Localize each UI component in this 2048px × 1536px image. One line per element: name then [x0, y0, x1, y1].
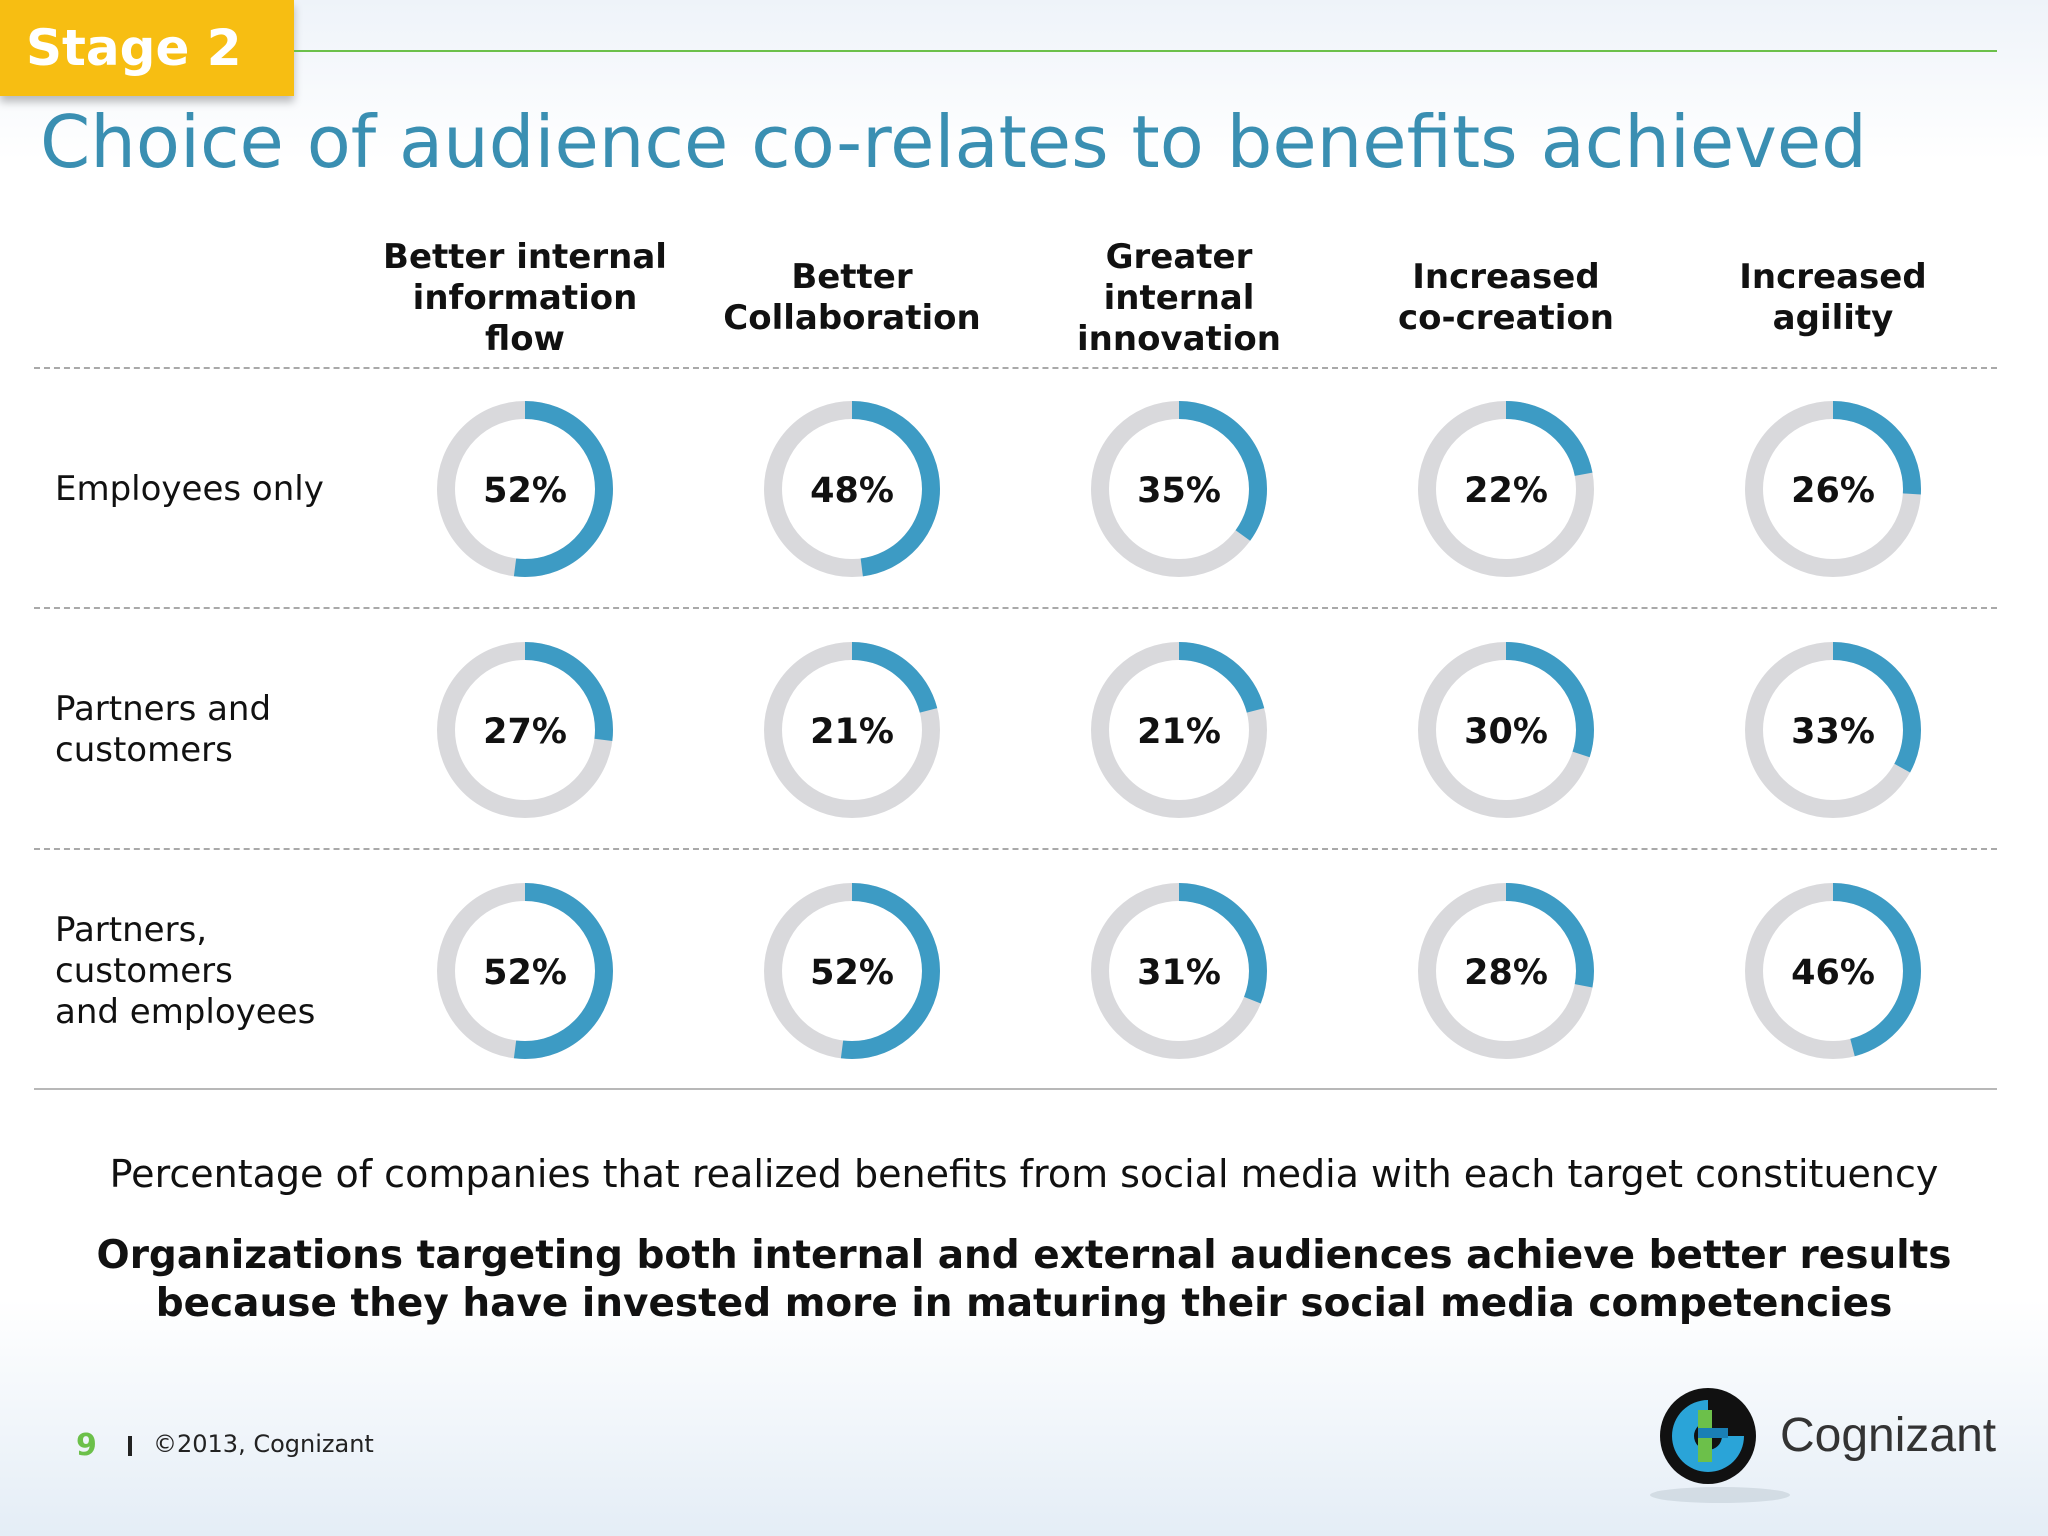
donut-value-label: 31% [1137, 953, 1221, 993]
donut-chart-grid: 52% 48% 35% 22% 26% 27% 21% 21% 30% 33% 52% 52% 31% 2… [437, 401, 1921, 1059]
footer-separator [128, 1436, 132, 1456]
donut-value-arc [1418, 401, 1594, 577]
donut-value-label: 28% [1464, 953, 1548, 993]
donut-value-label: 21% [810, 712, 894, 752]
donut-value-label: 52% [483, 953, 567, 993]
donut-value-arc [764, 883, 940, 1059]
row-divider [34, 848, 1997, 850]
row-divider [34, 607, 1997, 609]
donut-value-label: 52% [483, 471, 567, 511]
donut: 35% [1091, 401, 1267, 577]
donut-value-label: 30% [1464, 712, 1548, 752]
donut: 21% [1091, 642, 1267, 818]
row-label: Partners and customers [55, 689, 272, 770]
donut-value-label: 48% [810, 471, 894, 511]
donut: 48% [764, 401, 940, 577]
donut: 21% [764, 642, 940, 818]
donut-value-arc [1418, 883, 1594, 1059]
column-header: Greater internal innovation [1077, 236, 1281, 359]
column-header: Increased agility [1739, 257, 1927, 338]
donut-value-arc [437, 883, 613, 1059]
donut-value-arc [1418, 642, 1594, 818]
donut-value-label: 22% [1464, 471, 1548, 511]
logo-text: Cognizant [1780, 1409, 1997, 1462]
donut-value-label: 35% [1137, 471, 1221, 511]
row-label: Employees only [55, 468, 324, 509]
donut-value-arc [1745, 642, 1921, 818]
donut-value-label: 21% [1137, 712, 1221, 752]
donut-value-arc [437, 642, 613, 818]
page-number: 9 [76, 1428, 97, 1463]
donut-value-arc [764, 642, 940, 818]
donut-value-label: 52% [810, 953, 894, 993]
donut: 30% [1418, 642, 1594, 818]
row-divider [34, 367, 1997, 369]
donut: 31% [1091, 883, 1267, 1059]
stage-label: Stage 2 [26, 19, 242, 77]
donut-value-label: 26% [1791, 471, 1875, 511]
donut: 28% [1418, 883, 1594, 1059]
column-header: Better internal information flow [383, 236, 667, 359]
row-label: Partners, customers and employees [55, 909, 316, 1032]
table-bottom-rule [34, 1088, 1997, 1090]
donut-value-label: 46% [1791, 953, 1875, 993]
cognizant-logo [1650, 1388, 1790, 1503]
donut-value-label: 33% [1791, 712, 1875, 752]
donut: 33% [1745, 642, 1921, 818]
column-header: Increased co-creation [1397, 257, 1615, 338]
donut-value-arc [1091, 642, 1267, 818]
donut: 27% [437, 642, 613, 818]
donut: 22% [1418, 401, 1594, 577]
donut-value-arc [1745, 401, 1921, 577]
donut: 26% [1745, 401, 1921, 577]
donut-value-arc [1091, 883, 1267, 1059]
chart-caption: Percentage of companies that realized be… [109, 1152, 1939, 1196]
donut-value-label: 27% [483, 712, 567, 752]
stage-tab: Stage 2 [0, 0, 294, 96]
donut-value-arc [764, 401, 940, 577]
donut-value-arc [1091, 401, 1267, 577]
slide-title: Choice of audience co-relates to benefit… [40, 100, 1867, 184]
donut: 52% [437, 401, 613, 577]
donut: 46% [1745, 883, 1921, 1059]
header-rule [294, 50, 1997, 52]
donut-value-arc [437, 401, 613, 577]
donut-value-arc [1745, 883, 1921, 1059]
column-header: Better Collaboration [723, 257, 981, 338]
copyright-text: ©2013, Cognizant [153, 1430, 374, 1458]
donut: 52% [764, 883, 940, 1059]
donut: 52% [437, 883, 613, 1059]
logo-wordmark: Cognizant [1780, 1408, 1996, 1463]
key-takeaway: Organizations targeting both internal an… [96, 1233, 1952, 1326]
